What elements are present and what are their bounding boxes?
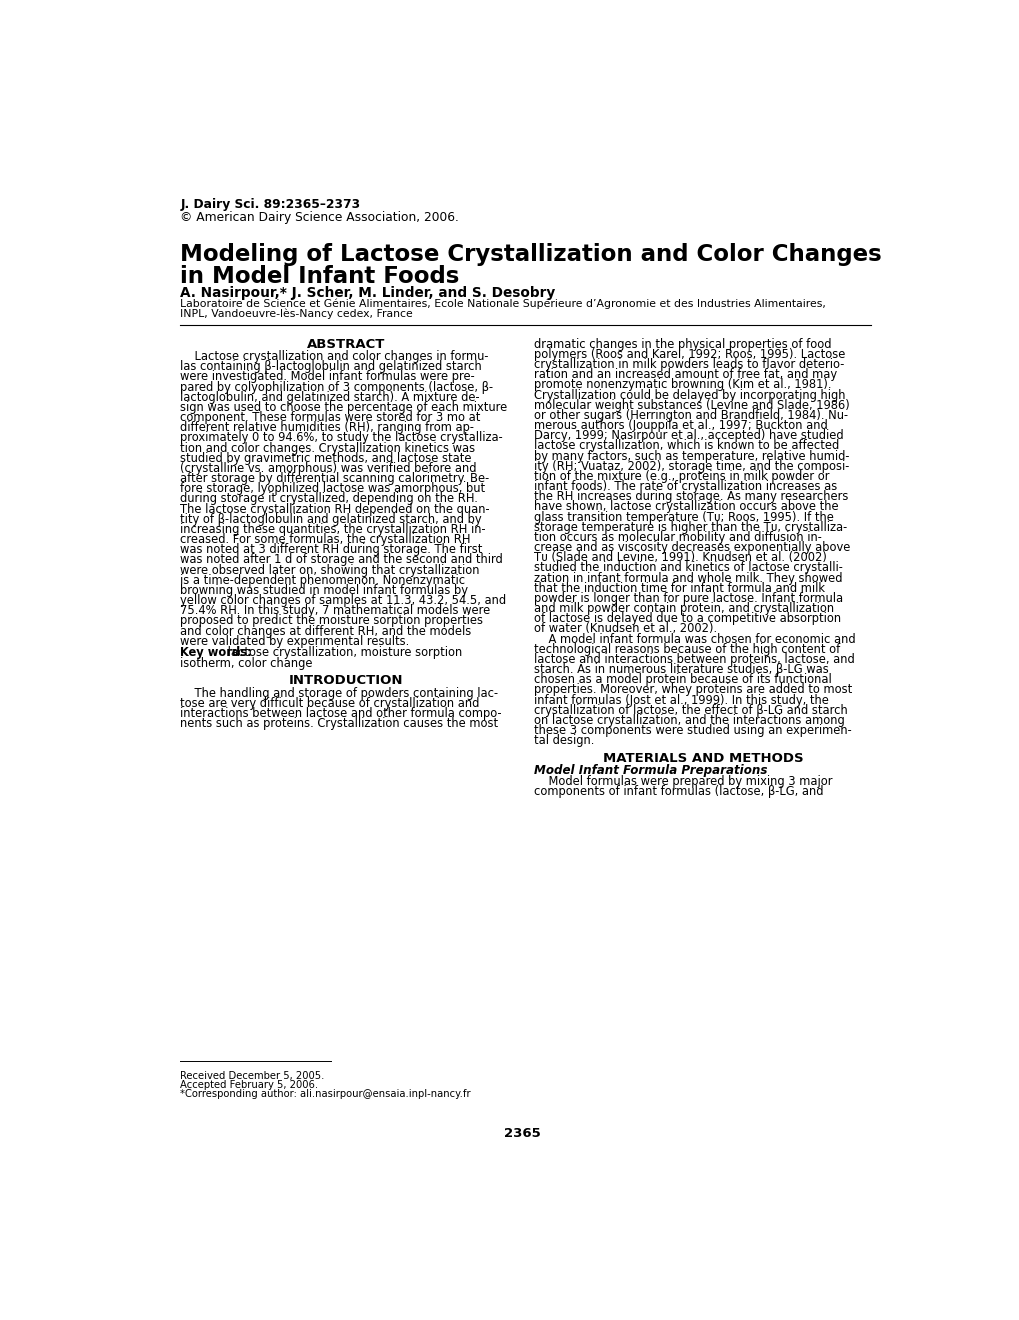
Text: lactose and interactions between proteins, lactose, and: lactose and interactions between protein… — [534, 653, 854, 665]
Text: proximately 0 to 94.6%, to study the lactose crystalliza-: proximately 0 to 94.6%, to study the lac… — [180, 432, 502, 445]
Text: creased. For some formulas, the crystallization RH: creased. For some formulas, the crystall… — [180, 533, 470, 546]
Text: was noted after 1 d of storage and the second and third: was noted after 1 d of storage and the s… — [180, 553, 502, 566]
Text: ABSTRACT: ABSTRACT — [306, 338, 384, 351]
Text: Model Infant Formula Preparations: Model Infant Formula Preparations — [534, 764, 767, 777]
Text: Modeling of Lactose Crystallization and Color Changes: Modeling of Lactose Crystallization and … — [180, 243, 881, 267]
Text: *Corresponding author: ali.nasirpour@ensaia.inpl-nancy.fr: *Corresponding author: ali.nasirpour@ens… — [180, 1089, 471, 1100]
Text: lactose crystallization, which is known to be affected: lactose crystallization, which is known … — [534, 440, 839, 453]
Text: crease and as viscosity decreases exponentially above: crease and as viscosity decreases expone… — [534, 541, 850, 554]
Text: INPL, Vandoeuvre-lès-Nancy cedex, France: INPL, Vandoeuvre-lès-Nancy cedex, France — [180, 309, 413, 319]
Text: The handling and storage of powders containing lac-: The handling and storage of powders cont… — [180, 686, 498, 700]
Text: by many factors, such as temperature, relative humid-: by many factors, such as temperature, re… — [534, 450, 849, 462]
Text: infant foods). The rate of crystallization increases as: infant foods). The rate of crystallizati… — [534, 480, 837, 494]
Text: (crystalline vs. amorphous) was verified before and: (crystalline vs. amorphous) was verified… — [180, 462, 476, 475]
Text: these 3 components were studied using an experimen-: these 3 components were studied using an… — [534, 725, 851, 737]
Text: lactose crystallization, moisture sorption: lactose crystallization, moisture sorpti… — [223, 647, 462, 660]
Text: Darcy, 1999; Nasirpour et al., accepted) have studied: Darcy, 1999; Nasirpour et al., accepted)… — [534, 429, 843, 442]
Text: after storage by differential scanning calorimetry. Be-: after storage by differential scanning c… — [180, 473, 489, 484]
Text: were investigated. Model infant formulas were pre-: were investigated. Model infant formulas… — [180, 371, 475, 383]
Text: 2365: 2365 — [503, 1127, 541, 1140]
Text: is a time-dependent phenomenon. Nonenzymatic: is a time-dependent phenomenon. Nonenzym… — [180, 574, 465, 586]
Text: were observed later on, showing that crystallization: were observed later on, showing that cry… — [180, 564, 479, 577]
Text: infant formulas (Jost et al., 1999). In this study, the: infant formulas (Jost et al., 1999). In … — [534, 693, 828, 706]
Text: component. These formulas were stored for 3 mo at: component. These formulas were stored fo… — [180, 411, 480, 424]
Text: isotherm, color change: isotherm, color change — [180, 656, 313, 669]
Text: tion of the mixture (e.g., proteins in milk powder or: tion of the mixture (e.g., proteins in m… — [534, 470, 829, 483]
Text: was noted at 3 different RH during storage. The first: was noted at 3 different RH during stora… — [180, 544, 482, 556]
Text: starch. As in numerous literature studies, β-LG was: starch. As in numerous literature studie… — [534, 663, 828, 676]
Text: Laboratoire de Science et Génie Alimentaires, Ecole Nationale Supérieure d’Agron: Laboratoire de Science et Génie Alimenta… — [180, 298, 825, 309]
Text: different relative humidities (RH), ranging from ap-: different relative humidities (RH), rang… — [180, 421, 474, 434]
Text: and milk powder contain protein, and crystallization: and milk powder contain protein, and cry… — [534, 602, 834, 615]
Text: A. Nasirpour,* J. Scher, M. Linder, and S. Desobry: A. Nasirpour,* J. Scher, M. Linder, and … — [180, 286, 555, 300]
Text: glass transition temperature (Tᴜ; Roos, 1995). If the: glass transition temperature (Tᴜ; Roos, … — [534, 511, 834, 524]
Text: tity of β-lactoglobulin and gelatinized starch, and by: tity of β-lactoglobulin and gelatinized … — [180, 512, 481, 525]
Text: properties. Moreover, whey proteins are added to most: properties. Moreover, whey proteins are … — [534, 684, 852, 697]
Text: polymers (Roos and Karel, 1992; Roos, 1995). Lactose: polymers (Roos and Karel, 1992; Roos, 19… — [534, 348, 845, 360]
Text: lactoglobulin, and gelatinized starch). A mixture de-: lactoglobulin, and gelatinized starch). … — [180, 391, 479, 404]
Text: A model infant formula was chosen for economic and: A model infant formula was chosen for ec… — [534, 632, 855, 645]
Text: 75.4% RH. In this study, 7 mathematical models were: 75.4% RH. In this study, 7 mathematical … — [180, 605, 490, 618]
Text: molecular weight substances (Levine and Slade, 1986): molecular weight substances (Levine and … — [534, 399, 849, 412]
Text: sign was used to choose the percentage of each mixture: sign was used to choose the percentage o… — [180, 401, 507, 414]
Text: during storage it crystallized, depending on the RH.: during storage it crystallized, dependin… — [180, 492, 478, 506]
Text: ity (RH; Vuataz, 2002), storage time, and the composi-: ity (RH; Vuataz, 2002), storage time, an… — [534, 459, 849, 473]
Text: or other sugars (Herrington and Brandfield, 1984). Nu-: or other sugars (Herrington and Brandfie… — [534, 409, 848, 422]
Text: proposed to predict the moisture sorption properties: proposed to predict the moisture sorptio… — [180, 614, 483, 627]
Text: las containing β-lactoglobulin and gelatinized starch: las containing β-lactoglobulin and gelat… — [180, 360, 482, 374]
Text: © American Dairy Science Association, 2006.: © American Dairy Science Association, 20… — [180, 211, 459, 224]
Text: MATERIALS AND METHODS: MATERIALS AND METHODS — [602, 752, 803, 766]
Text: Accepted February 5, 2006.: Accepted February 5, 2006. — [180, 1080, 318, 1090]
Text: Tᴜ (Slade and Levine, 1991). Knudsen et al. (2002): Tᴜ (Slade and Levine, 1991). Knudsen et … — [534, 552, 826, 564]
Text: INTRODUCTION: INTRODUCTION — [288, 675, 403, 688]
Text: crystallization of lactose, the effect of β-LG and starch: crystallization of lactose, the effect o… — [534, 704, 847, 717]
Text: The lactose crystallization RH depended on the quan-: The lactose crystallization RH depended … — [180, 503, 489, 516]
Text: tose are very difficult because of crystallization and: tose are very difficult because of cryst… — [180, 697, 479, 710]
Text: Received December 5, 2005.: Received December 5, 2005. — [180, 1071, 324, 1081]
Text: crystallization in milk powders leads to flavor deterio-: crystallization in milk powders leads to… — [534, 358, 844, 371]
Text: increasing these quantities, the crystallization RH in-: increasing these quantities, the crystal… — [180, 523, 485, 536]
Text: technological reasons because of the high content of: technological reasons because of the hig… — [534, 643, 840, 656]
Text: and color changes at different RH, and the models: and color changes at different RH, and t… — [180, 624, 471, 638]
Text: zation in infant formula and whole milk. They showed: zation in infant formula and whole milk.… — [534, 572, 842, 585]
Text: studied by gravimetric methods, and lactose state: studied by gravimetric methods, and lact… — [180, 451, 471, 465]
Text: of water (Knudsen et al., 2002).: of water (Knudsen et al., 2002). — [534, 623, 716, 635]
Text: have shown, lactose crystallization occurs above the: have shown, lactose crystallization occu… — [534, 500, 839, 513]
Text: Lactose crystallization and color changes in formu-: Lactose crystallization and color change… — [180, 350, 488, 363]
Text: ration and an increased amount of free fat, and may: ration and an increased amount of free f… — [534, 368, 837, 381]
Text: merous authors (Jouppila et al., 1997; Buckton and: merous authors (Jouppila et al., 1997; B… — [534, 420, 827, 432]
Text: tal design.: tal design. — [534, 734, 594, 747]
Text: on lactose crystallization, and the interactions among: on lactose crystallization, and the inte… — [534, 714, 845, 727]
Text: browning was studied in model infant formulas by: browning was studied in model infant for… — [180, 583, 468, 597]
Text: Crystallization could be delayed by incorporating high: Crystallization could be delayed by inco… — [534, 388, 845, 401]
Text: storage temperature is higher than the Tᴜ, crystalliza-: storage temperature is higher than the T… — [534, 521, 847, 533]
Text: powder is longer than for pure lactose. Infant formula: powder is longer than for pure lactose. … — [534, 591, 843, 605]
Text: components of infant formulas (lactose, β-LG, and: components of infant formulas (lactose, … — [534, 784, 823, 797]
Text: Model formulas were prepared by mixing 3 major: Model formulas were prepared by mixing 3… — [534, 775, 833, 788]
Text: chosen as a model protein because of its functional: chosen as a model protein because of its… — [534, 673, 832, 686]
Text: Key words:: Key words: — [180, 647, 252, 660]
Text: the RH increases during storage. As many researchers: the RH increases during storage. As many… — [534, 490, 848, 503]
Text: that the induction time for infant formula and milk: that the induction time for infant formu… — [534, 582, 824, 595]
Text: of lactose is delayed due to a competitive absorption: of lactose is delayed due to a competiti… — [534, 612, 841, 626]
Text: fore storage, lyophilized lactose was amorphous, but: fore storage, lyophilized lactose was am… — [180, 482, 485, 495]
Text: in Model Infant Foods: in Model Infant Foods — [180, 264, 460, 288]
Text: dramatic changes in the physical properties of food: dramatic changes in the physical propert… — [534, 338, 832, 351]
Text: pared by colyophilization of 3 components (lactose, β-: pared by colyophilization of 3 component… — [180, 380, 493, 393]
Text: studied the induction and kinetics of lactose crystalli-: studied the induction and kinetics of la… — [534, 561, 843, 574]
Text: promote nonenzymatic browning (Kim et al., 1981).: promote nonenzymatic browning (Kim et al… — [534, 379, 832, 392]
Text: tion occurs as molecular mobility and diffusion in-: tion occurs as molecular mobility and di… — [534, 531, 821, 544]
Text: tion and color changes. Crystallization kinetics was: tion and color changes. Crystallization … — [180, 442, 475, 454]
Text: interactions between lactose and other formula compo-: interactions between lactose and other f… — [180, 708, 501, 721]
Text: were validated by experimental results.: were validated by experimental results. — [180, 635, 409, 648]
Text: yellow color changes of samples at 11.3, 43.2, 54.5, and: yellow color changes of samples at 11.3,… — [180, 594, 505, 607]
Text: nents such as proteins. Crystallization causes the most: nents such as proteins. Crystallization … — [180, 717, 498, 730]
Text: J. Dairy Sci. 89:2365–2373: J. Dairy Sci. 89:2365–2373 — [180, 198, 360, 211]
